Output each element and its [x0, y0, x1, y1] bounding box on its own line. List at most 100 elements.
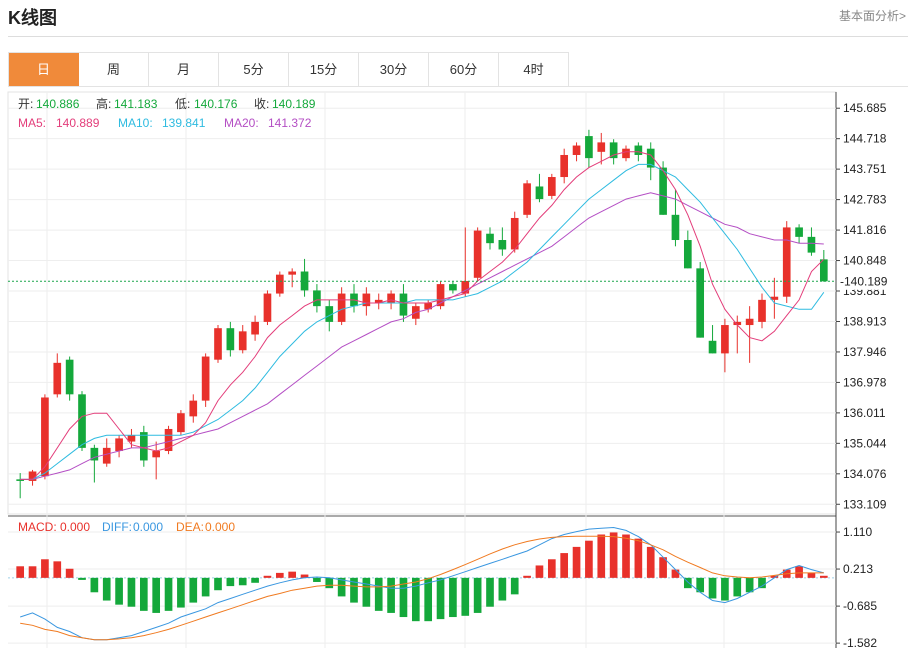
candle-body: [646, 148, 655, 168]
candle-body: [510, 217, 519, 250]
macd-bar: [201, 577, 210, 597]
candle-body: [560, 154, 569, 178]
price-tick-label: 142.783: [843, 193, 887, 207]
candle-body: [16, 479, 25, 481]
header-divider: [8, 36, 908, 37]
price-info-row: 开: 140.886 高: 141.183 低: 140.176 收: 140.…: [18, 96, 316, 111]
candle-body: [597, 142, 606, 152]
candle-body: [659, 167, 667, 215]
open-value: 140.886: [36, 97, 80, 111]
diff-label: DIFF:: [102, 520, 132, 534]
macd-bar: [164, 577, 173, 611]
fundamental-analysis-link[interactable]: 基本面分析>: [838, 9, 906, 23]
candle-body: [139, 432, 148, 461]
ma10-line: [20, 163, 825, 480]
candle-body: [634, 145, 643, 155]
header: K线图 基本面分析>: [0, 0, 916, 34]
current-price-box: [836, 272, 910, 290]
candle-body: [251, 321, 259, 335]
candle-body: [65, 359, 74, 395]
candle-body: [733, 321, 742, 326]
price-tick-label: 133.109: [843, 497, 887, 511]
high-label: 高:: [96, 96, 111, 111]
ma20-label: MA20:: [224, 116, 259, 130]
macd-bar: [16, 566, 25, 578]
candle-body: [387, 293, 395, 303]
low-label: 低:: [175, 97, 190, 111]
candle-body: [275, 274, 284, 294]
macd-bar: [288, 571, 297, 578]
macd-bar: [300, 574, 309, 578]
ma5-value: 140.889: [56, 116, 100, 130]
macd-bar: [78, 577, 86, 580]
macd-bar: [337, 577, 346, 597]
tab-15min[interactable]: 15分: [289, 53, 359, 87]
chart-grid: [7, 91, 837, 648]
price-tick-label: 144.718: [843, 132, 887, 146]
close-value: 140.189: [272, 97, 316, 111]
ma20-line: [20, 192, 824, 480]
period-tabs: 日 周 月 5分 15分 30分 60分 4时: [8, 52, 569, 87]
candle-body: [671, 214, 680, 241]
tab-month[interactable]: 月: [149, 53, 219, 87]
tab-day[interactable]: 日: [9, 53, 79, 87]
candle-body: [127, 435, 136, 442]
macd-tick-label: 0.213: [843, 562, 873, 576]
macd-bar: [362, 577, 371, 607]
macd-bar: [263, 575, 272, 578]
candle-body: [782, 227, 791, 297]
macd-bar: [350, 577, 358, 603]
candle-body: [486, 233, 494, 244]
dea-label: DEA:: [176, 520, 204, 534]
macd-info-row: MACD: 0.000 DIFF: 0.000 DEA: 0.000: [18, 520, 235, 534]
price-tick-label: 136.011: [843, 406, 886, 420]
tab-5min[interactable]: 5分: [219, 53, 289, 87]
macd-bar: [424, 577, 433, 622]
macd-bar: [449, 577, 457, 618]
macd-bar: [152, 577, 161, 613]
tab-week[interactable]: 周: [79, 53, 149, 87]
price-tick-label: 138.913: [843, 314, 887, 328]
macd-bar: [139, 577, 148, 611]
tab-30min[interactable]: 30分: [359, 53, 429, 87]
ma-info-row: MA5: 140.889 MA10: 139.841 MA20: 141.372: [18, 116, 312, 130]
macd-bar: [90, 577, 99, 593]
candle-body: [683, 240, 692, 269]
candle-body: [461, 280, 470, 294]
candle-body: [436, 284, 445, 307]
macd-bar: [708, 577, 717, 599]
tab-4hour[interactable]: 4时: [499, 53, 569, 87]
candle-body: [238, 331, 247, 351]
macd-bar: [819, 575, 828, 578]
candle-body: [473, 230, 482, 278]
price-tick-label: 137.946: [843, 345, 887, 359]
candle-body: [53, 362, 62, 395]
macd-bar: [721, 577, 729, 601]
macd-bar: [53, 561, 62, 578]
macd-bar: [313, 577, 321, 582]
candle-body: [374, 299, 383, 303]
candle-body: [535, 186, 544, 200]
tab-60min[interactable]: 60分: [429, 53, 499, 87]
macd-bar: [461, 577, 470, 616]
macd-bar: [510, 577, 519, 595]
macd-bar: [387, 577, 395, 613]
ma5-line: [20, 151, 825, 480]
macd-bar: [189, 577, 198, 603]
current-price-label: -140.189: [840, 274, 888, 288]
macd-bar: [795, 566, 803, 578]
macd-bar: [733, 577, 742, 597]
candle-body: [164, 428, 173, 452]
macd-bar: [683, 577, 692, 589]
open-label: 开:: [18, 97, 33, 111]
macd-bar: [597, 534, 606, 578]
macd-bar: [436, 577, 445, 620]
candle-body: [201, 356, 210, 401]
price-tick-label: 140.848: [843, 254, 887, 268]
candle-body: [115, 438, 123, 452]
macd-bar: [758, 577, 766, 589]
macd-histogram: [16, 532, 828, 622]
ma10-value: 139.841: [162, 116, 206, 130]
candle-body: [313, 290, 321, 307]
